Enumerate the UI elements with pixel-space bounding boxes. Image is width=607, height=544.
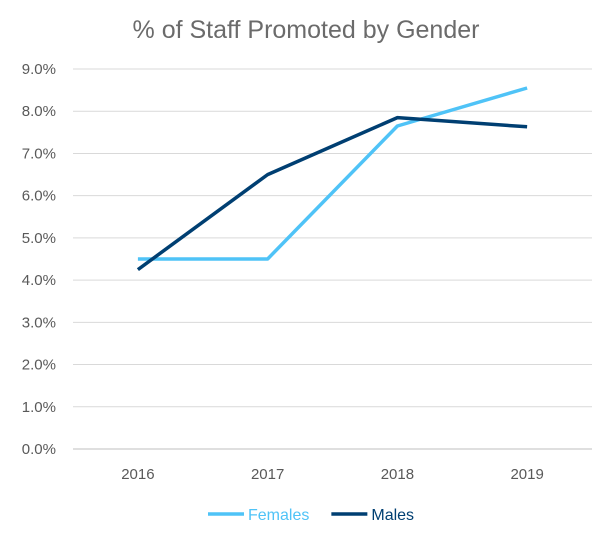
y-tick-label: 3.0% — [22, 314, 56, 331]
y-tick-label: 6.0% — [22, 188, 56, 205]
y-axis-ticks: 0.0% 1.0% 2.0% 3.0% 4.0% 5.0% 6.0% 7.0% 8.0% 9.0% — [22, 61, 56, 458]
series-lines — [136, 86, 528, 272]
legend-label: Females — [248, 507, 309, 524]
legend-item-males: Males — [331, 507, 414, 524]
legend: Females Males — [208, 507, 414, 524]
legend-item-females: Females — [208, 507, 309, 524]
y-tick-label: 4.0% — [22, 272, 56, 289]
y-tick-label: 8.0% — [22, 103, 56, 120]
chart-title: % of Staff Promoted by Gender — [133, 16, 480, 44]
legend-label: Males — [371, 507, 414, 524]
y-tick-label: 5.0% — [22, 230, 56, 247]
y-tick-label: 2.0% — [22, 357, 56, 374]
x-tick-label: 2019 — [510, 466, 543, 483]
series-line-males — [136, 115, 528, 272]
x-tick-label: 2016 — [121, 466, 154, 483]
y-tick-label: 7.0% — [22, 145, 56, 162]
x-tick-label: 2017 — [251, 466, 284, 483]
series-line-females — [137, 86, 528, 261]
x-tick-label: 2018 — [381, 466, 414, 483]
y-tick-label: 0.0% — [22, 441, 56, 458]
gridlines — [73, 68, 592, 450]
y-tick-label: 9.0% — [22, 61, 56, 78]
y-tick-label: 1.0% — [22, 399, 56, 416]
x-axis-ticks: 2016 2017 2018 2019 — [121, 466, 544, 483]
